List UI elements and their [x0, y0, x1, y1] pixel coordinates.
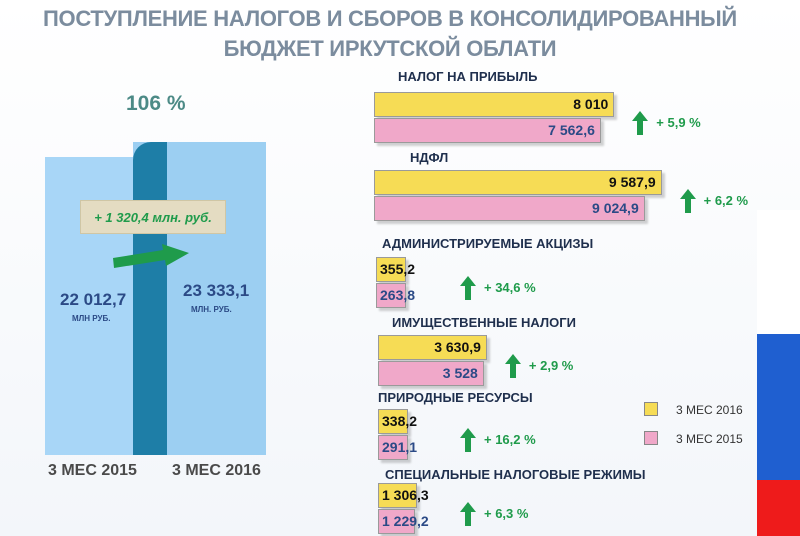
period-label-2015: 3 МЕС 2015	[48, 462, 137, 479]
flag-stripe-red	[757, 480, 800, 536]
bar-value-label: 263,8	[380, 287, 416, 303]
bar-value-label: 1 229,2	[382, 513, 429, 529]
bar-2016	[374, 170, 662, 195]
legend-swatch-2015	[644, 431, 658, 445]
growth-arrow-icon	[504, 354, 521, 378]
bar-value-label: 3 528	[442, 365, 478, 381]
bar-2015	[374, 196, 645, 221]
flag-stripe-blue	[757, 334, 800, 480]
growth-arrow-icon	[679, 189, 696, 213]
bar-value-label: 8 010	[573, 96, 609, 112]
growth-label: + 6,3 %	[484, 506, 529, 521]
bar-value-label: 291,1	[382, 439, 418, 455]
unit-2015: МЛН РУБ.	[72, 314, 111, 323]
category-label: НДФЛ	[410, 150, 449, 165]
bar-2016	[378, 335, 487, 360]
growth-label: + 6,2 %	[703, 193, 749, 208]
category-label: НАЛОГ НА ПРИБЫЛЬ	[398, 69, 538, 84]
bar-value-label: 355,2	[380, 261, 416, 277]
chart-title: ПОСТУПЛЕНИЕ НАЛОГОВ И СБОРОВ В КОНСОЛИДИ…	[40, 4, 740, 64]
title-line-1: ПОСТУПЛЕНИЕ НАЛОГОВ И СБОРОВ В КОНСОЛИДИ…	[43, 6, 737, 31]
category-label: ПРИРОДНЫЕ РЕСУРСЫ	[378, 390, 533, 405]
growth-label: + 2,9 %	[528, 358, 574, 373]
bar-2016	[376, 257, 406, 282]
bar-value-label: 7 562,6	[548, 122, 595, 138]
difference-box: + 1 320,4 млн. руб.	[80, 200, 226, 234]
growth-arrow-icon	[460, 276, 476, 300]
growth-label: + 16,2 %	[484, 432, 536, 447]
bar-2015	[378, 361, 484, 386]
growth-arrow-icon	[460, 428, 476, 452]
bar-value-label: 3 630,9	[434, 339, 481, 355]
value-2015: 22 012,7	[60, 290, 127, 309]
legend-label-2015: 3 МЕС 2015	[676, 432, 743, 446]
bar-value-label: 1 306,3	[382, 487, 429, 503]
legend-swatch-2016	[644, 402, 658, 416]
bar-value-label: 338,2	[382, 413, 418, 429]
bar-2016	[374, 92, 615, 117]
category-label: СПЕЦИАЛЬНЫЕ НАЛОГОВЫЕ РЕЖИМЫ	[385, 467, 646, 482]
bar-2015	[376, 283, 406, 308]
growth-label: + 5,9 %	[656, 115, 701, 130]
bar-2015	[378, 509, 415, 534]
unit-2016: МЛН. РУБ.	[191, 305, 232, 314]
increase-arrow-icon	[113, 244, 189, 268]
bar-value-label: 9 024,9	[592, 200, 639, 216]
total-growth-percent: 106 %	[126, 92, 186, 115]
category-label: ИМУЩЕСТВЕННЫЕ НАЛОГИ	[392, 315, 576, 330]
growth-label: + 34,6 %	[484, 280, 536, 295]
bar-2015	[378, 435, 408, 460]
category-label: АДМИНИСТРИРУЕМЫЕ АКЦИЗЫ	[382, 236, 594, 251]
bar-2016	[378, 409, 408, 434]
period-label-2016: 3 МЕС 2016	[172, 462, 261, 479]
bar-2015	[374, 118, 601, 143]
growth-arrow-icon	[632, 111, 649, 135]
growth-arrow-icon	[460, 502, 476, 526]
flag-stripe-white	[757, 210, 800, 334]
bar-2016	[378, 483, 418, 508]
value-2016: 23 333,1	[183, 281, 250, 300]
column-overlap	[133, 142, 167, 455]
legend-label-2016: 3 МЕС 2016	[676, 403, 743, 417]
bar-value-label: 9 587,9	[608, 174, 656, 190]
title-line-2: БЮДЖЕТ ИРКУТСКОЙ ОБЛАТИ	[223, 36, 557, 61]
